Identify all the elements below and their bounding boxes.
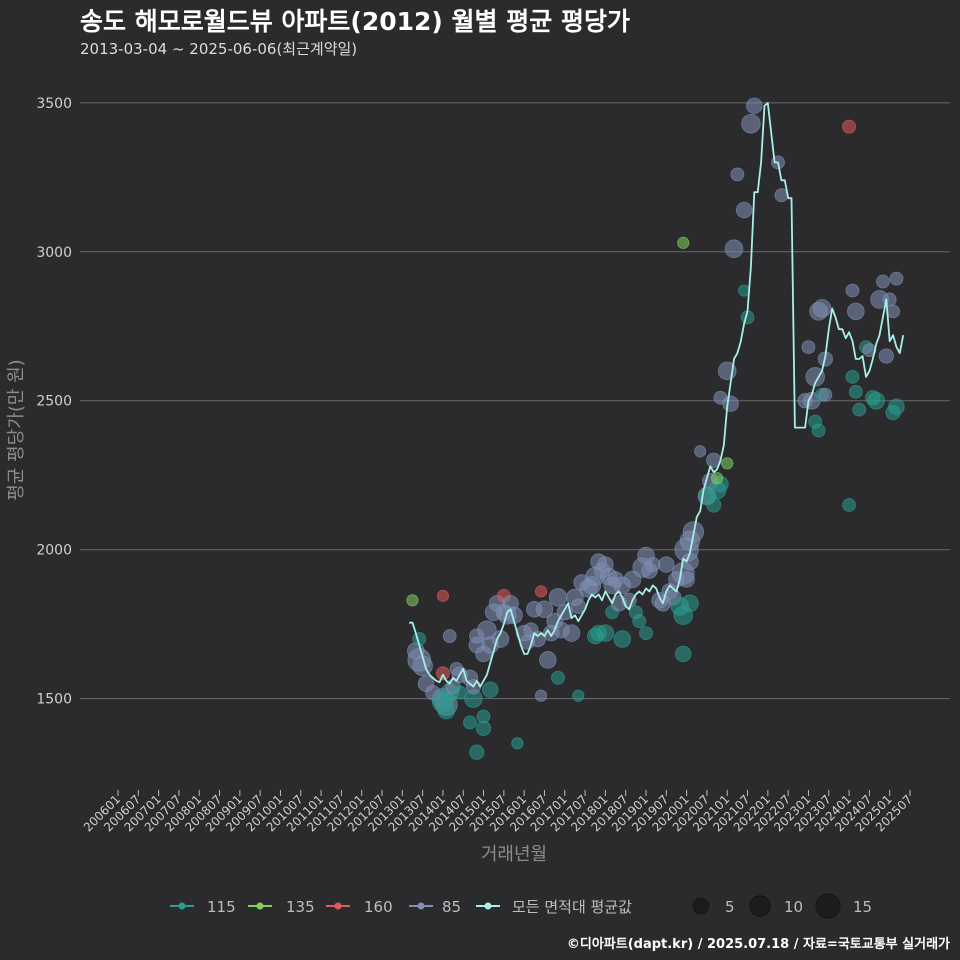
data-point-s85 [681, 552, 699, 571]
data-point-s85 [548, 588, 568, 607]
legend-size-label: 10 [784, 898, 803, 916]
data-point-s160 [436, 666, 450, 681]
data-point-s85 [562, 624, 581, 642]
data-point-s115 [681, 594, 699, 613]
legend-swatch-dot-s160 [334, 902, 342, 910]
data-point-s85 [746, 97, 763, 115]
y-tick-label: 1500 [36, 692, 72, 708]
data-point-s115 [706, 497, 722, 513]
legend-swatch-dot-s135 [256, 902, 264, 910]
data-point-s85 [801, 340, 816, 355]
legend-size-label: 5 [725, 898, 735, 916]
chart-subtitle: 2013-03-04 ~ 2025-06-06(최근계약일) [80, 40, 357, 58]
legend-size-circle [749, 895, 771, 917]
data-point-s85 [442, 629, 457, 643]
y-gridlines [80, 102, 950, 700]
data-point-s115 [639, 626, 653, 641]
data-point-s135 [721, 457, 734, 470]
legend-size-circle [815, 893, 841, 919]
legend-size-label: 15 [853, 898, 872, 916]
data-point-s115 [811, 423, 826, 438]
data-point-s85 [539, 651, 557, 669]
data-point-s85 [878, 348, 894, 364]
data-point-s85 [889, 271, 904, 286]
legend: 115 135 160 85 모든 면적대 평균값 5 10 15 [170, 893, 872, 919]
legend-label-s115: 115 [207, 898, 236, 916]
data-point-s160 [436, 589, 450, 602]
data-point-s115 [551, 670, 565, 685]
data-point-s85 [658, 556, 675, 573]
x-axis-label: 거래년월 [481, 844, 547, 865]
data-point-s115 [867, 391, 885, 410]
data-point-s135 [406, 594, 419, 607]
y-tick-label: 2000 [36, 543, 72, 559]
data-point-s85 [722, 395, 739, 412]
x-tick-labels: 2006012006072007012007072008012008072009… [81, 790, 915, 835]
scatter-points [406, 97, 905, 760]
data-point-s160 [534, 585, 548, 598]
data-point-s85 [818, 387, 833, 402]
data-point-s160 [842, 119, 856, 134]
legend-swatch-dot-avg [484, 902, 492, 910]
data-point-s85 [812, 299, 832, 318]
data-point-s85 [805, 367, 825, 387]
legend-label-s160: 160 [364, 898, 393, 916]
data-point-s115 [675, 645, 692, 663]
data-point-s115 [632, 614, 647, 629]
legend-swatch-dot-s115 [178, 902, 186, 910]
data-point-s135 [710, 472, 724, 485]
data-point-s85 [876, 274, 890, 289]
legend-size-circle [692, 897, 710, 915]
data-point-s85 [741, 113, 761, 134]
y-tick-labels: 1500 2000 2500 3000 3500 [36, 96, 72, 708]
data-point-s115 [463, 715, 477, 730]
data-point-s85 [730, 167, 745, 182]
legend-label-s135: 135 [286, 898, 315, 916]
data-point-s115 [613, 630, 632, 648]
data-point-s135 [677, 236, 690, 249]
data-point-s85 [735, 201, 753, 219]
data-point-s85 [862, 343, 877, 358]
source-caption: ©디아파트(dapt.kr) / 2025.07.18 / 자료=국토교통부 실… [567, 936, 950, 952]
data-point-s85 [535, 600, 554, 619]
data-point-s85 [845, 283, 860, 298]
data-point-s115 [469, 744, 485, 760]
data-point-s85 [678, 571, 695, 588]
average-line [409, 102, 905, 688]
data-point-s115 [848, 384, 863, 399]
data-point-s115 [482, 681, 499, 698]
average-line-group [409, 102, 905, 688]
y-tick-label: 3000 [36, 245, 72, 261]
data-point-s115 [852, 402, 867, 417]
legend-label-avg: 모든 면적대 평균값 [512, 898, 632, 916]
data-point-s85 [847, 302, 865, 321]
data-point-s85 [724, 239, 744, 259]
legend-label-s85: 85 [442, 898, 461, 916]
y-tick-label: 2500 [36, 394, 72, 410]
data-point-s115 [842, 498, 856, 512]
data-point-s115 [596, 624, 615, 642]
data-point-s85 [694, 445, 707, 458]
data-point-s85 [534, 689, 548, 702]
data-point-s115 [476, 709, 491, 724]
y-axis-label: 평균 평당가(만 원) [6, 359, 27, 500]
data-point-s115 [888, 398, 905, 415]
data-point-s115 [437, 701, 456, 720]
chart-title: 송도 해모로월드뷰 아파트(2012) 월별 평균 평당가 [80, 7, 630, 36]
data-point-s115 [572, 689, 585, 702]
data-point-s115 [845, 370, 860, 384]
legend-swatch-dot-s85 [417, 902, 425, 910]
data-point-s85 [645, 556, 661, 573]
y-tick-label: 3500 [36, 96, 72, 112]
data-point-s115 [511, 737, 524, 750]
